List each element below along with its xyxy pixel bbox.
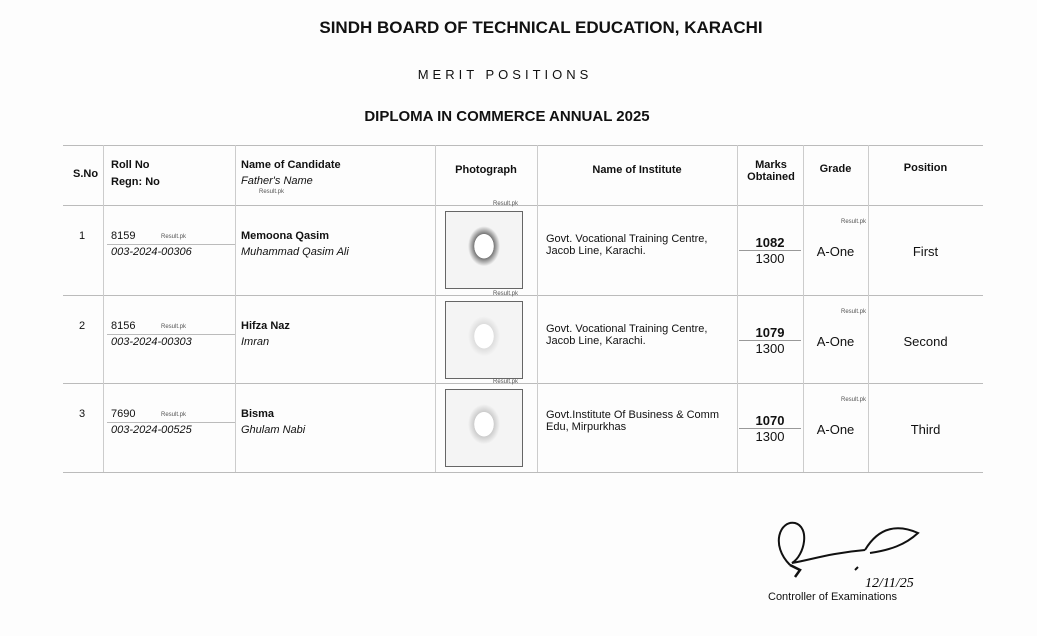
- document-subtitle: MERIT POSITIONS: [417, 67, 593, 82]
- header-sno: S.No: [73, 168, 99, 180]
- watermark: Result.pk: [841, 397, 867, 403]
- header-grade: Grade: [819, 163, 852, 175]
- marks: 1079: [739, 325, 801, 341]
- roll-number: 8156: [111, 320, 136, 332]
- grade: A-One: [816, 334, 855, 349]
- header-institute: Name of Institute: [592, 164, 682, 176]
- candidate-photo: [445, 301, 523, 379]
- father-name: Muhammad Qasim Ali: [241, 246, 349, 258]
- candidate-name: Bisma: [241, 408, 275, 420]
- institute-name: Govt.Institute Of Business & Comm Edu, M…: [546, 409, 720, 433]
- header-roll: Roll No: [111, 159, 150, 171]
- watermark: Result.pk: [841, 219, 867, 225]
- roll-number: 7690: [111, 408, 136, 420]
- marks-obtained: 1070 1300: [739, 413, 801, 444]
- watermark: Result.pk: [493, 201, 519, 207]
- header-regn: Regn: No: [111, 176, 160, 188]
- grade: A-One: [816, 244, 855, 259]
- watermark: Result.pk: [493, 291, 519, 297]
- marks: 1070: [739, 413, 801, 429]
- marks-obtained: 1082 1300: [739, 235, 801, 266]
- header-name: Name of Candidate: [241, 159, 341, 171]
- registration-number: 003-2024-00306: [111, 246, 192, 258]
- candidate-name: Memoona Qasim: [241, 230, 330, 242]
- watermark: Result.pk: [259, 189, 285, 195]
- total-marks: 1300: [755, 251, 785, 266]
- watermark: Result.pk: [161, 234, 187, 240]
- total-marks: 1300: [755, 341, 785, 356]
- institute-name: Govt. Vocational Training Centre, Jacob …: [546, 323, 708, 347]
- serial-number: 2: [79, 320, 86, 332]
- watermark: Result.pk: [493, 379, 519, 385]
- father-name: Imran: [241, 336, 270, 348]
- candidate-name: Hifza Naz: [241, 320, 290, 332]
- roll-number: 8159: [111, 230, 136, 242]
- father-name: Ghulam Nabi: [241, 424, 306, 436]
- marks-obtained: 1079 1300: [739, 325, 801, 356]
- header-position: Position: [903, 162, 948, 174]
- serial-number: 1: [79, 230, 86, 242]
- serial-number: 3: [79, 408, 86, 420]
- signature-date: 12/11/25: [865, 576, 914, 590]
- watermark: Result.pk: [161, 412, 187, 418]
- registration-number: 003-2024-00303: [111, 336, 192, 348]
- institute-name: Govt. Vocational Training Centre, Jacob …: [546, 233, 708, 257]
- position: Third: [910, 422, 941, 437]
- signatory-title: Controller of Examinations: [768, 591, 898, 603]
- watermark: Result.pk: [161, 324, 187, 330]
- marks: 1082: [739, 235, 801, 251]
- position: Second: [903, 334, 948, 349]
- header-father: Father's Name: [241, 175, 313, 187]
- candidate-photo: [445, 211, 523, 289]
- board-title: SINDH BOARD OF TECHNICAL EDUCATION, KARA…: [319, 18, 763, 37]
- grade: A-One: [816, 422, 855, 437]
- header-marks: Marks Obtained: [747, 159, 795, 183]
- total-marks: 1300: [755, 429, 785, 444]
- header-photo: Photograph: [455, 164, 517, 176]
- registration-number: 003-2024-00525: [111, 424, 192, 436]
- exam-title: DIPLOMA IN COMMERCE ANNUAL 2025: [364, 108, 650, 125]
- signature: 12/11/25: [777, 521, 920, 590]
- candidate-photo: [445, 389, 523, 467]
- merit-table: S.No Roll No Regn: No Name of Candidate …: [63, 145, 983, 473]
- watermark: Result.pk: [841, 309, 867, 315]
- position: First: [912, 244, 939, 259]
